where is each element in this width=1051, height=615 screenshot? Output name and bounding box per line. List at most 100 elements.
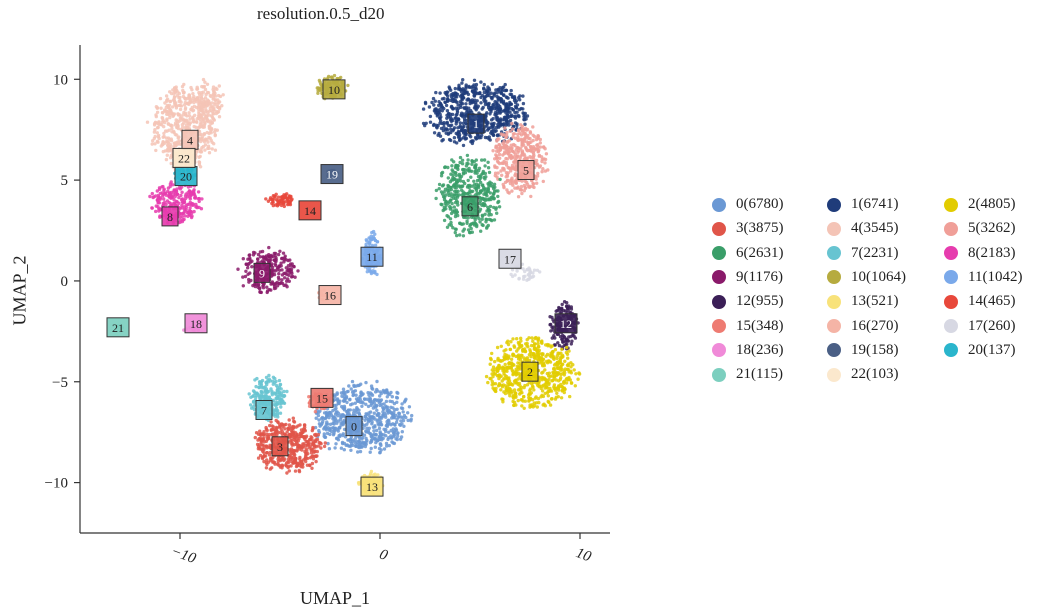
data-point: [460, 158, 465, 162]
data-point: [536, 396, 541, 401]
data-point: [196, 107, 201, 112]
data-point: [469, 226, 473, 231]
data-point: [526, 141, 530, 145]
data-point: [450, 201, 454, 206]
data-point: [262, 454, 266, 458]
data-point: [390, 416, 394, 420]
data-point: [182, 82, 186, 87]
data-point: [452, 160, 456, 164]
data-point: [471, 89, 475, 94]
data-point: [378, 437, 382, 441]
data-point: [208, 124, 212, 129]
data-point: [513, 395, 517, 399]
cluster-5-points: [491, 121, 550, 199]
data-point: [557, 307, 561, 311]
data-point: [182, 207, 187, 211]
data-point: [483, 164, 487, 168]
data-point: [430, 100, 434, 105]
data-point: [185, 125, 190, 130]
data-point: [532, 401, 536, 405]
data-point: [373, 425, 377, 429]
data-point: [374, 398, 378, 402]
data-point: [447, 137, 452, 142]
data-point: [525, 344, 529, 348]
data-point: [440, 139, 444, 143]
data-point: [399, 419, 403, 423]
data-point: [513, 273, 517, 277]
data-point: [487, 135, 491, 139]
data-point: [217, 107, 222, 111]
data-point: [353, 389, 358, 393]
data-point: [337, 426, 341, 430]
data-point: [493, 359, 497, 364]
data-point: [510, 368, 514, 372]
data-point: [454, 131, 458, 136]
data-point: [275, 204, 280, 208]
data-point: [424, 121, 428, 126]
data-point: [283, 427, 287, 431]
data-point: [538, 141, 542, 145]
data-point: [511, 124, 516, 129]
data-point: [191, 92, 195, 96]
data-point: [493, 382, 498, 386]
data-point: [492, 191, 496, 196]
data-point: [519, 388, 523, 392]
data-point: [531, 181, 535, 186]
data-point: [386, 437, 390, 442]
data-point: [479, 173, 483, 177]
data-point: [543, 161, 547, 165]
data-point: [499, 169, 503, 173]
data-point: [345, 390, 349, 394]
data-point: [385, 420, 389, 424]
data-point: [527, 353, 532, 357]
data-point: [364, 436, 368, 441]
data-point: [392, 431, 397, 435]
data-point: [193, 113, 197, 118]
data-point: [236, 267, 240, 271]
data-point: [486, 121, 490, 125]
data-point: [547, 400, 551, 405]
data-point: [277, 425, 282, 429]
data-point: [170, 130, 174, 134]
data-point: [507, 362, 511, 366]
data-point: [509, 88, 513, 93]
data-point: [349, 448, 353, 452]
data-point: [468, 133, 472, 137]
data-point: [549, 322, 553, 327]
data-point: [178, 95, 182, 100]
data-point: [507, 390, 512, 394]
data-point: [364, 442, 368, 446]
data-point: [447, 85, 451, 89]
data-point: [398, 422, 402, 427]
data-point: [551, 325, 555, 329]
data-point: [260, 391, 264, 395]
data-point: [464, 105, 468, 110]
data-point: [483, 114, 488, 119]
data-point: [486, 186, 490, 191]
data-point: [536, 358, 541, 362]
data-point: [546, 394, 550, 398]
data-point: [261, 448, 265, 452]
data-point: [495, 91, 499, 95]
data-point: [377, 426, 382, 431]
data-point: [301, 465, 305, 469]
data-point: [207, 151, 212, 155]
data-point: [511, 372, 516, 376]
data-point: [454, 122, 458, 126]
data-point: [381, 407, 386, 411]
data-point: [285, 389, 289, 394]
data-point: [370, 401, 374, 406]
data-point: [199, 114, 203, 118]
data-point: [455, 180, 460, 184]
data-point: [396, 431, 400, 435]
data-point: [543, 147, 547, 151]
data-point: [545, 352, 550, 357]
data-point: [494, 129, 498, 133]
data-point: [289, 194, 293, 199]
data-point: [497, 152, 502, 157]
data-point: [292, 449, 296, 453]
data-point: [251, 405, 256, 409]
data-point: [479, 101, 483, 105]
data-point: [531, 138, 535, 143]
data-point: [466, 178, 470, 183]
